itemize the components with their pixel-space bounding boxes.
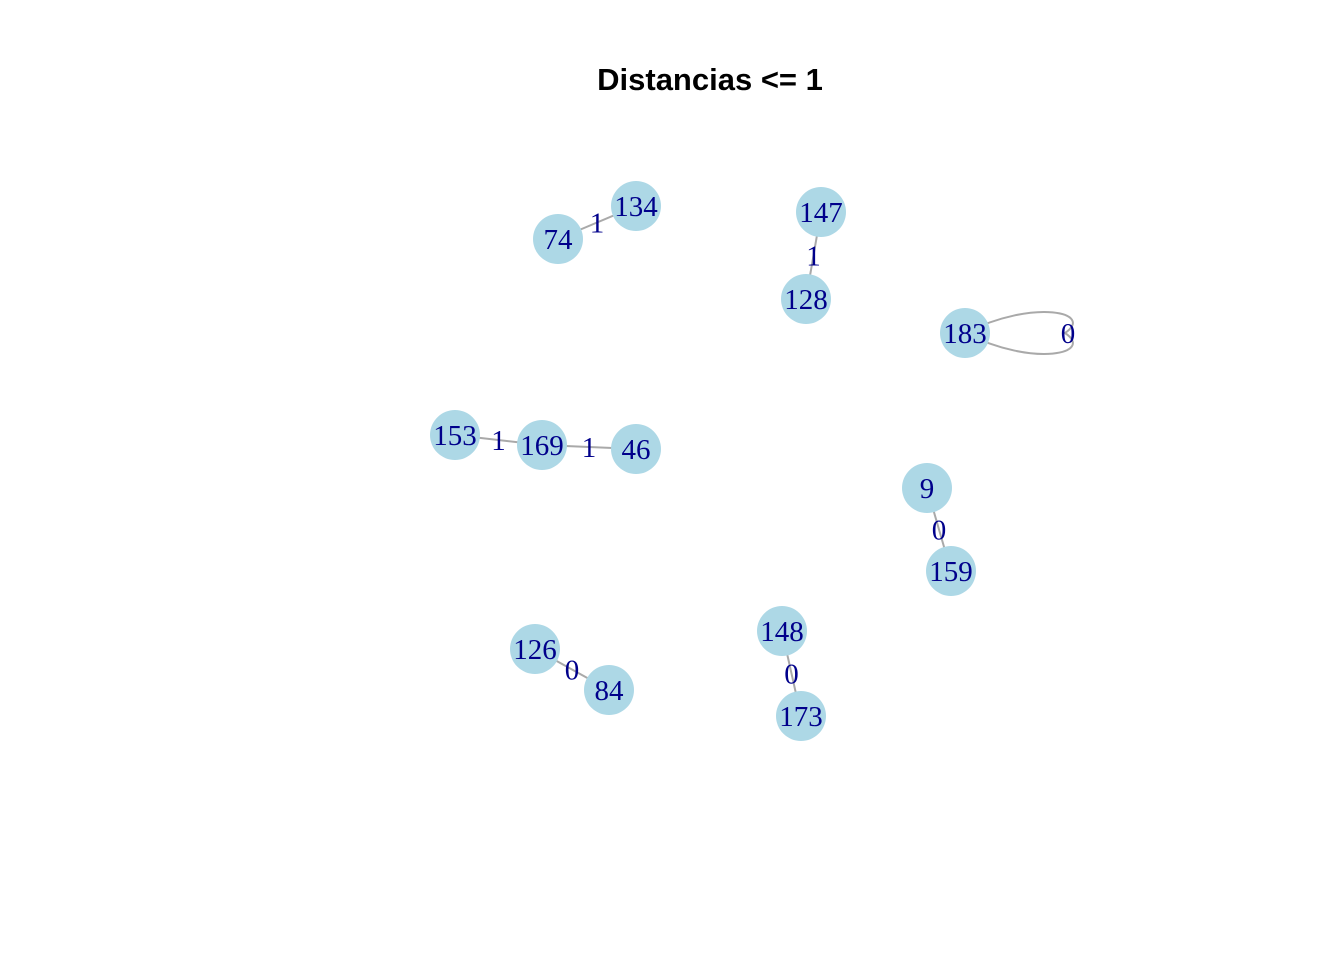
graph-node: 183 [940,308,990,358]
node-label: 134 [614,191,658,223]
node-circle [611,181,661,231]
graph-node: 148 [757,606,807,656]
graph-node: 46 [611,424,661,474]
node-circle [796,187,846,237]
graph-node: 9 [902,463,952,513]
graph-node: 74 [533,214,583,264]
node-label: 74 [544,224,574,256]
graph-node: 159 [926,546,976,596]
node-circle [781,274,831,324]
graph-node: 173 [776,691,826,741]
edge-weight-label: 1 [582,432,597,464]
edge-weight-label: 1 [590,208,605,240]
nodes-layer: 74 134 147 128 183 153 169 46 9 159 126 84 148 173 [430,181,990,741]
node-circle [776,691,826,741]
node-circle [517,420,567,470]
graph-node: 169 [517,420,567,470]
node-circle [430,410,480,460]
edge-loop [964,311,1074,355]
graph-node: 147 [796,187,846,237]
node-label: 169 [520,430,564,462]
node-circle [940,308,990,358]
edge-weight-label: 1 [491,425,506,457]
node-circle [757,606,807,656]
node-circle [926,546,976,596]
node-label: 173 [779,701,823,733]
edge-weight-label: 0 [565,655,580,687]
graph-title: Distancias <= 1 [597,62,823,97]
edge-weight-label: 0 [784,659,799,691]
node-circle [611,424,661,474]
node-label: 148 [760,616,804,648]
graph-node: 153 [430,410,480,460]
node-label: 147 [799,197,843,229]
edge-labels-layer: 1 1 0 1 1 0 0 0 [491,208,1075,691]
node-label: 183 [943,318,987,350]
node-label: 153 [433,420,477,452]
graph-node: 134 [611,181,661,231]
graph-node: 128 [781,274,831,324]
node-circle [584,665,634,715]
node-circle [533,214,583,264]
node-label: 84 [595,675,625,707]
node-circle [510,624,560,674]
node-label: 46 [622,434,651,466]
node-label: 159 [929,556,973,588]
graph-node: 126 [510,624,560,674]
graph-node: 84 [584,665,634,715]
node-label: 126 [513,634,557,666]
edge-weight-label: 0 [1061,318,1076,350]
node-label: 9 [920,473,935,505]
edge-weight-label: 0 [932,515,947,547]
node-label: 128 [784,284,828,316]
edge-weight-label: 1 [806,241,821,273]
node-circle [902,463,952,513]
